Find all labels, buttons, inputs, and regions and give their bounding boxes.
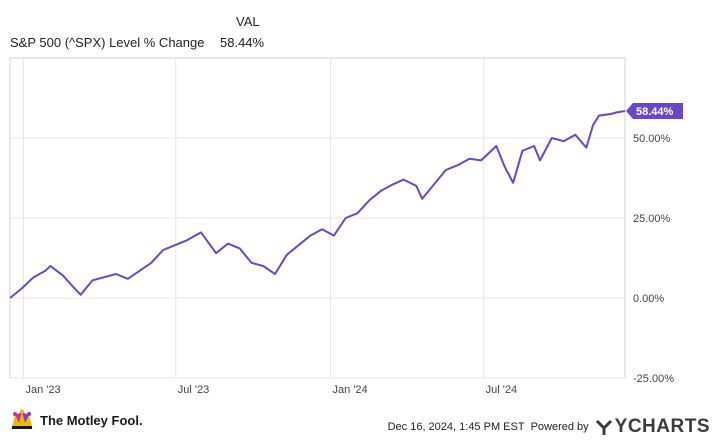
ycharts-logo: YCHARTS	[595, 416, 710, 438]
motley-fool-logo: The Motley Fool.	[10, 409, 143, 431]
legend-header: VAL	[236, 14, 260, 29]
x-tick-label: Jul '23	[178, 384, 209, 396]
end-value-badge	[626, 102, 683, 119]
timestamp: Dec 16, 2024, 1:45 PM EST	[387, 421, 525, 433]
x-tick-label: Jan '23	[25, 384, 60, 396]
logo-text: The Motley Fool.	[40, 412, 143, 428]
legend-series-value: 58.44%	[220, 35, 265, 50]
y-tick-label: 50.00%	[633, 133, 671, 145]
chart-footer: Dec 16, 2024, 1:45 PM EST Powered by YCH…	[388, 416, 710, 438]
legend-series-name: S&P 500 (^SPX) Level % Change	[10, 35, 205, 50]
x-tick-label: Jan '24	[333, 384, 368, 396]
y-tick-label: -25.00%	[633, 373, 674, 385]
x-tick-label: Jul '24	[486, 384, 517, 396]
y-tick-label: 0.00%	[633, 293, 664, 305]
ycharts-brand: YCHARTS	[614, 416, 710, 437]
jester-hat-icon	[12, 409, 32, 429]
ycharts-y-icon	[595, 419, 612, 435]
y-tick-label: 25.00%	[633, 213, 671, 225]
series-line	[9, 110, 626, 299]
end-value-label: 58.44%	[636, 106, 674, 118]
powered-by-text: Powered by	[530, 421, 589, 433]
